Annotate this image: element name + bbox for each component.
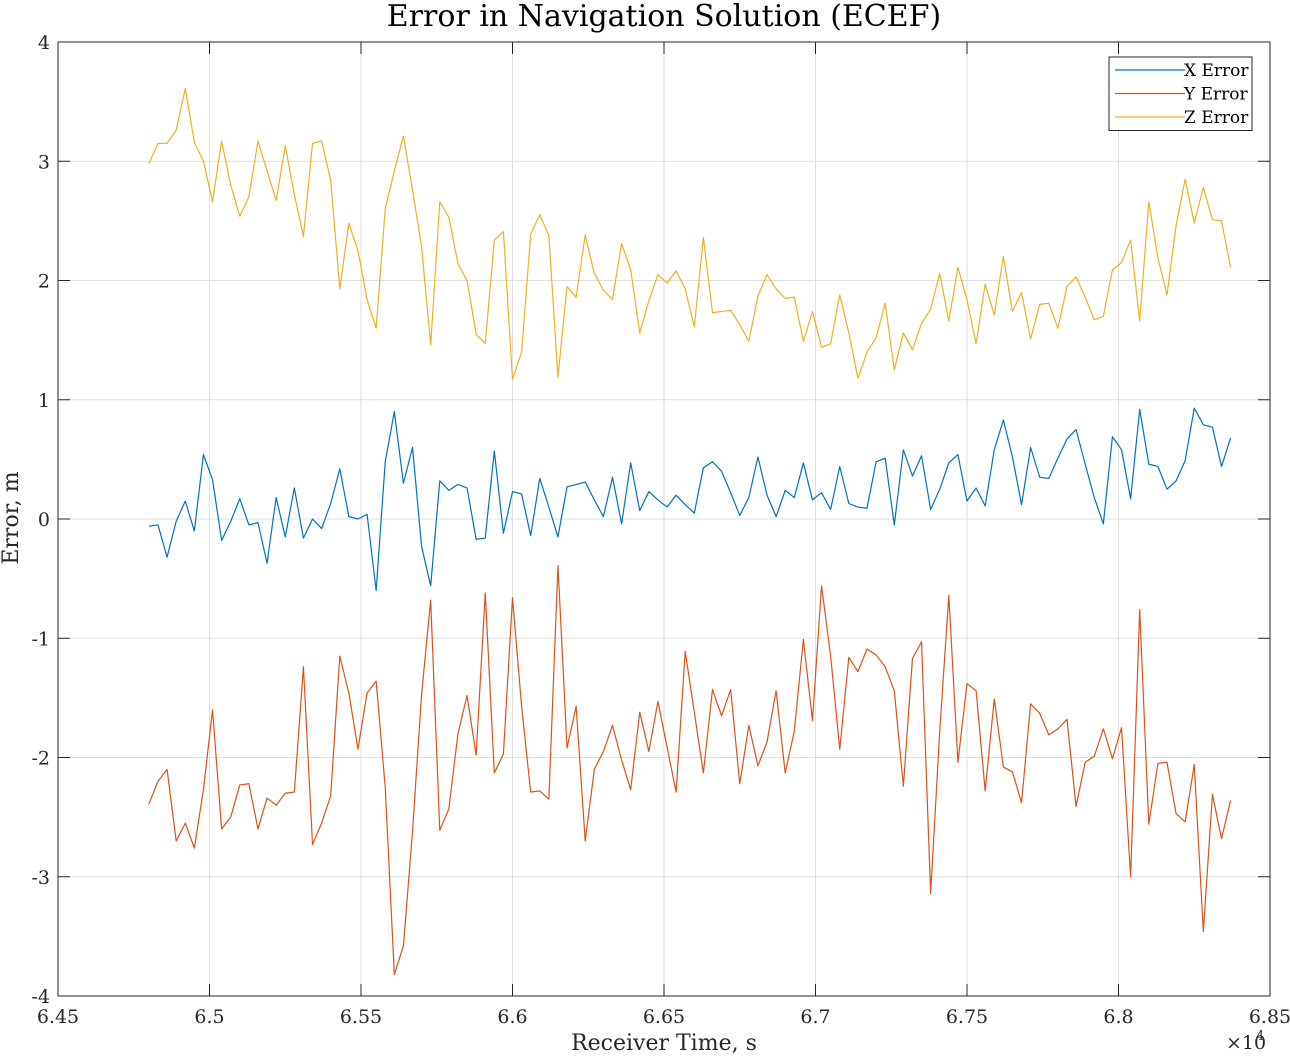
x-axis-label: Receiver Time, s	[571, 1031, 757, 1056]
x-exponent-power: 4	[1256, 1029, 1264, 1044]
y-tick-label: 0	[38, 509, 50, 531]
x-tick-label: 6.55	[340, 1006, 382, 1028]
tick-labels: 6.45 6.5 6.55 6.6 6.65 6.7 6.75 6.8 6.85 -4 -3 -2 -1…	[31, 32, 1290, 1028]
z-error-line	[148, 87, 1232, 381]
x-tick-label: 6.65	[643, 1006, 685, 1028]
legend-label: Y Error	[1183, 85, 1249, 105]
y-tick-label: 1	[38, 390, 50, 412]
y-tick-label: -3	[31, 867, 50, 889]
x-tick-label: 6.75	[946, 1006, 988, 1028]
legend-entry: Y Error	[1115, 85, 1249, 105]
x-exponent-base: ×10	[1226, 1032, 1266, 1054]
y-tick-label: -4	[31, 986, 50, 1008]
y-tick-label: 4	[38, 32, 50, 54]
y-tick-label: 2	[38, 271, 50, 293]
x-axis-exponent: ×10 4	[1226, 1029, 1266, 1054]
legend-label: Z Error	[1184, 108, 1249, 128]
x-tick-label: 6.8	[1103, 1006, 1133, 1028]
x-tick-label: 6.6	[497, 1006, 527, 1028]
x-tick-label: 6.7	[800, 1006, 830, 1028]
y-tick-label: 3	[38, 151, 50, 173]
series-layer	[148, 87, 1232, 976]
grid-lines	[57, 41, 1271, 997]
tick-marks	[57, 41, 1271, 997]
y-tick-label: -2	[31, 748, 50, 770]
y-tick-label: -1	[31, 628, 50, 650]
legend-entry: X Error	[1115, 61, 1249, 81]
y-axis-label: Error, m	[0, 471, 24, 564]
legend: X Error Y Error Z Error	[1108, 56, 1253, 131]
x-error-line	[148, 407, 1232, 592]
x-tick-label: 6.45	[37, 1006, 79, 1028]
x-tick-label: 6.85	[1249, 1006, 1290, 1028]
y-error-line	[148, 564, 1232, 976]
x-tick-label: 6.5	[194, 1006, 224, 1028]
legend-entry: Z Error	[1115, 108, 1249, 128]
chart-title: Error in Navigation Solution (ECEF)	[387, 0, 941, 34]
legend-label: X Error	[1184, 61, 1249, 81]
